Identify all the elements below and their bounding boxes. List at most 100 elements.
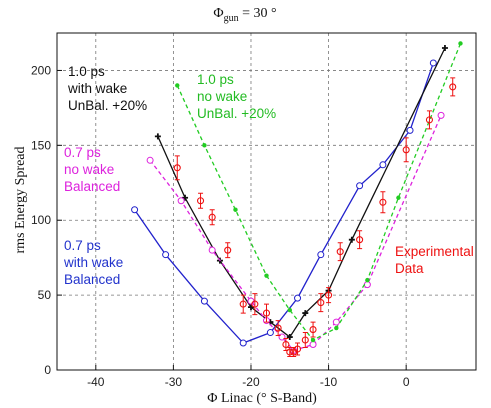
plot-frame: [56, 32, 477, 371]
annotation-green: 1.0 ps no wake UnBal. +20%: [197, 72, 276, 121]
data-point: [286, 348, 294, 356]
error-bar: [275, 320, 281, 337]
error-bar: [337, 242, 343, 262]
data-point: [425, 116, 433, 124]
annotation-black: 1.0 ps with wake UnBal. +20%: [67, 64, 147, 113]
data-point: [239, 300, 247, 308]
data-point: [173, 164, 181, 172]
data-point: [177, 197, 185, 205]
data-point: [365, 277, 370, 283]
error-bar: [380, 191, 386, 214]
annotation-line: no wake: [64, 162, 114, 177]
error-bar: [174, 155, 180, 181]
series-red-experimental: [173, 77, 457, 358]
series-magenta-no-wake: [146, 111, 445, 355]
data-point: [396, 195, 401, 200]
data-point: [429, 59, 437, 67]
error-bar: [252, 293, 258, 316]
annotations: 1.0 ps with wake UnBal. +20% 1.0 ps no wake U…: [63, 64, 474, 287]
annotation-line: Balanced: [64, 272, 120, 287]
annotation-line: Experimental: [395, 244, 474, 259]
data-point: [233, 207, 238, 212]
error-bar: [240, 294, 246, 314]
data-point: [356, 182, 364, 190]
y-tick-label: 150: [31, 138, 51, 152]
y-tick-label: 0: [44, 363, 51, 377]
data-point: [363, 281, 371, 289]
data-point: [274, 324, 282, 332]
annotation-magenta: 0.7 ps no wake Balanced: [64, 145, 120, 194]
data-point: [264, 273, 269, 278]
error-bar: [302, 332, 308, 349]
data-point: [154, 133, 161, 140]
x-tick-label: -20: [242, 375, 260, 389]
data-point: [325, 291, 333, 299]
error-bar: [310, 321, 316, 338]
annotation-line: 0.7 ps: [64, 145, 101, 160]
data-point: [131, 206, 139, 214]
data-point: [196, 197, 205, 205]
error-bar: [326, 287, 332, 304]
series-line: [176, 43, 462, 341]
data-point: [317, 299, 325, 307]
x-axis-label: Φ Linac (° S-Band): [207, 391, 317, 406]
x-tick-label: 0: [403, 375, 410, 389]
chart-title: Φgun = 30 °: [213, 6, 276, 24]
data-point: [348, 236, 355, 243]
y-tick-label: 100: [31, 213, 51, 227]
series-green-no-wake: [175, 41, 463, 343]
data-point: [293, 345, 302, 353]
annotation-line: with wake: [63, 255, 123, 270]
error-bar: [450, 77, 456, 97]
data-point: [379, 161, 387, 169]
data-point: [287, 307, 292, 313]
title-subscript: gun: [224, 13, 239, 24]
data-point: [334, 325, 339, 331]
annotation-line: no wake: [197, 89, 247, 104]
data-point: [336, 248, 344, 256]
error-bar: [209, 209, 215, 226]
data-point: [146, 156, 154, 164]
data-point: [356, 236, 364, 244]
data-point: [317, 251, 325, 259]
x-tick-label: -40: [87, 375, 105, 389]
error-bar: [403, 137, 409, 163]
data-point: [162, 251, 170, 259]
data-point: [208, 213, 216, 221]
axes: -40 -30 -20 -10 0 0 50 100 150 200: [31, 32, 477, 389]
title-base: Φ: [213, 6, 223, 21]
data-point: [278, 333, 286, 341]
data-point: [266, 329, 274, 337]
data-point: [332, 318, 340, 326]
annotation-blue: 0.7 ps with wake Balanced: [63, 238, 123, 287]
x-tick-label: -10: [320, 375, 338, 389]
title-rest: = 30 °: [239, 6, 277, 21]
series-layer: [131, 41, 463, 358]
data-point: [309, 326, 317, 334]
data-point: [294, 294, 302, 302]
data-point: [239, 339, 247, 347]
series-blue-with-wake: [131, 59, 437, 347]
annotation-line: with wake: [67, 81, 127, 96]
annotation-line: Data: [395, 261, 424, 276]
data-point: [251, 300, 259, 308]
data-point: [302, 310, 309, 317]
data-point: [202, 143, 207, 148]
data-point: [406, 126, 414, 134]
error-bar: [264, 303, 269, 323]
data-point: [282, 340, 290, 349]
data-point: [402, 146, 410, 154]
annotation-line: UnBal. +20%: [68, 98, 147, 113]
data-point: [441, 44, 448, 51]
data-point: [175, 83, 180, 88]
data-point: [379, 198, 387, 206]
data-point: [286, 334, 293, 341]
error-bar: [295, 342, 301, 356]
series-line: [149, 115, 442, 352]
data-point: [449, 83, 457, 91]
x-tick-label: -30: [165, 375, 183, 389]
error-bar: [318, 293, 324, 313]
data-point: [458, 41, 463, 46]
data-point: [200, 297, 208, 305]
